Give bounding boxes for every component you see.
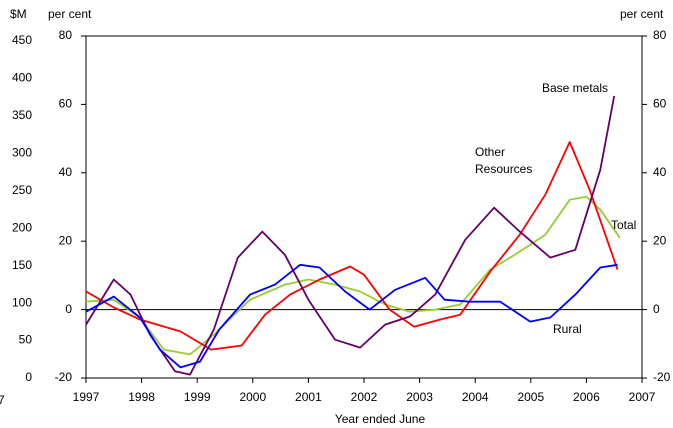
y3-tick-label: 250 bbox=[12, 183, 32, 197]
x-tick-label: 2002 bbox=[351, 390, 378, 404]
x-tick-label: 1998 bbox=[128, 390, 155, 404]
y3-tick-label: 200 bbox=[12, 220, 32, 234]
y3-tick-label: 400 bbox=[12, 71, 32, 85]
y2-tick-label: 80 bbox=[653, 28, 667, 42]
x-axis-label: Year ended June bbox=[335, 412, 426, 426]
series-annotation: Rural bbox=[553, 322, 582, 336]
x-tick-label: 2003 bbox=[406, 390, 433, 404]
y2-axis-label: per cent bbox=[620, 7, 664, 21]
x-tick-label: 2001 bbox=[295, 390, 322, 404]
y-axis-label: per cent bbox=[48, 7, 92, 21]
y3-tick-label: 0 bbox=[25, 370, 32, 384]
x-tick-label: 1997 bbox=[73, 390, 100, 404]
y3-tick-label: 450 bbox=[12, 33, 32, 47]
y2-tick-label: 60 bbox=[653, 97, 667, 111]
x-tick-label: 1999 bbox=[184, 390, 211, 404]
y3-tick-label: 100 bbox=[12, 295, 32, 309]
y-tick-label: 80 bbox=[59, 28, 73, 42]
y-tick-label: 20 bbox=[59, 233, 73, 247]
x-tick-label: 2006 bbox=[573, 390, 600, 404]
y2-tick-label: -20 bbox=[653, 370, 671, 384]
x-tick-label: 2005 bbox=[517, 390, 544, 404]
y-tick-label: 60 bbox=[59, 97, 73, 111]
y3-tick-label: 350 bbox=[12, 108, 32, 122]
y2-tick-label: 0 bbox=[653, 302, 660, 316]
y-tick-label: 40 bbox=[59, 165, 73, 179]
y-tick-label: 0 bbox=[65, 302, 72, 316]
series-annotation: Total bbox=[611, 218, 637, 232]
series-line bbox=[85, 195, 621, 356]
y2-tick-label: 40 bbox=[653, 165, 667, 179]
x-tick-label: 2004 bbox=[462, 390, 489, 404]
series-line bbox=[85, 141, 619, 351]
y3-tick-label: 150 bbox=[12, 258, 32, 272]
x-tick-label: 2007 bbox=[629, 390, 656, 404]
y3-tick-label: 50 bbox=[19, 333, 33, 347]
series-annotation: Other Resources bbox=[475, 145, 533, 176]
series-annotation: Base metals bbox=[542, 81, 609, 95]
x-tick-label: 2000 bbox=[239, 390, 266, 404]
y-tick-label: -20 bbox=[55, 370, 73, 384]
series-line bbox=[85, 95, 616, 376]
y3-tick-label: 300 bbox=[12, 146, 32, 160]
stray-label: 2007 bbox=[0, 393, 5, 407]
series-line bbox=[85, 263, 618, 369]
y2-tick-label: 20 bbox=[653, 233, 667, 247]
y3-axis-label: $M bbox=[10, 7, 27, 21]
